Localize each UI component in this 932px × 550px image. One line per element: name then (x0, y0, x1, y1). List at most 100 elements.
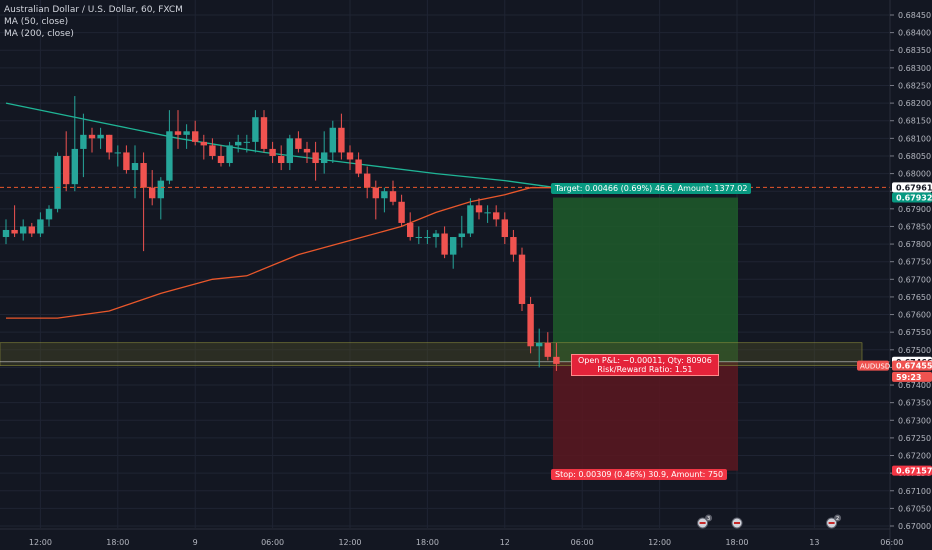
price-tick-label: 0.68200 (898, 99, 931, 108)
candle-body (501, 219, 508, 238)
price-tick-label: 0.67900 (898, 205, 931, 214)
candle-body (71, 148, 78, 185)
price-tick-label: 0.67700 (898, 275, 931, 284)
candle-body (217, 155, 225, 164)
event-marker[interactable]: 3 (697, 514, 713, 529)
candle (97, 127, 104, 149)
candle-body (140, 163, 147, 188)
candle-body (381, 191, 388, 199)
price-tick-label: 0.67500 (898, 346, 931, 355)
candle (321, 131, 328, 174)
event-marker[interactable]: 2 (826, 514, 842, 529)
candle (424, 229, 431, 245)
price-axis[interactable]: 0.68450 0.68400 0.68350 0.68300 0.68250 0.682… (857, 0, 932, 550)
candle (28, 222, 35, 238)
candle-body (97, 134, 104, 139)
price-tick-label: 0.67350 (898, 399, 931, 408)
candle (407, 212, 414, 241)
time-tick-label: 18:00 (416, 538, 439, 547)
candle-body (286, 138, 293, 164)
candle (63, 131, 70, 192)
candle (114, 145, 121, 167)
candle-body (329, 127, 336, 153)
candle-body (192, 131, 199, 142)
symbol-title[interactable]: Australian Dollar / U.S. Dollar, 60, FXC… (4, 5, 183, 15)
symbol-tag-bg (857, 360, 889, 371)
candle-body (63, 155, 70, 185)
candle-body (432, 233, 440, 238)
candle (260, 110, 268, 153)
price-tick-label: 0.68350 (898, 46, 931, 55)
candle-body (278, 155, 285, 164)
chart-legend: Australian Dollar / U.S. Dollar, 60, FXC… (4, 4, 183, 40)
candle (432, 229, 440, 248)
time-tick-label: 12:00 (338, 538, 361, 547)
candle-body (243, 141, 250, 143)
candle-body (536, 342, 543, 347)
candle-body (235, 141, 242, 146)
time-tick-label: 06:00 (261, 538, 284, 547)
price-tick-label: 0.67050 (898, 504, 931, 513)
price-tick-label: 0.67200 (898, 452, 931, 461)
range-band (0, 342, 863, 366)
candle-body (123, 152, 130, 171)
event-count: 3 (707, 516, 710, 522)
open-pnl-box[interactable]: Open P&L: −0.00011, Qty: 80906 Risk/Rewa… (571, 354, 719, 376)
price-tick-label: 0.67250 (898, 434, 931, 443)
candle (338, 113, 345, 160)
price-tick-label: 0.67650 (898, 293, 931, 302)
candle-body (295, 138, 302, 149)
candle-body (11, 229, 18, 234)
candle (475, 198, 483, 220)
price-tick-label: 0.67550 (898, 328, 931, 337)
stop-label: Stop: 0.00309 (0.46%) 30.9, Amount: 750 (551, 469, 728, 480)
candle (458, 215, 465, 248)
price-marker-label: 0.67455 (896, 362, 932, 371)
price-tick-label: 0.67100 (898, 487, 931, 496)
candle (536, 328, 543, 368)
event-count: 2 (836, 516, 839, 522)
candle (149, 170, 156, 206)
ma200-legend[interactable]: MA (200, close) (4, 29, 74, 39)
candle-body (484, 212, 491, 214)
price-axis-bg (890, 0, 932, 550)
time-tick-label: 06:00 (571, 538, 594, 547)
candle (269, 141, 276, 164)
candle-body (28, 226, 35, 234)
price-marker-label: 0.67157 (896, 467, 932, 476)
price-marker: 0.67961 (892, 182, 932, 193)
candle-body (389, 191, 397, 202)
ma200-line (6, 187, 557, 319)
price-marker-bg (892, 371, 932, 382)
stop-zone (553, 361, 738, 471)
candle (553, 342, 560, 371)
candle-body (149, 187, 156, 199)
price-marker-label: 59:23 (896, 373, 921, 382)
candle-body (174, 131, 182, 135)
price-tick-label: 0.68400 (898, 29, 931, 38)
price-tick-label: 0.68450 (898, 11, 931, 20)
time-axis[interactable]: 12:00 18:00 9 06:00 12:00 18:00 12 06:00 12:00 18… (0, 528, 932, 547)
symbol-tag: AUDUSD (860, 363, 890, 371)
candle-body (321, 152, 328, 164)
price-tick-label: 0.67750 (898, 258, 931, 267)
price-marker-bg (892, 465, 932, 476)
ma50-legend[interactable]: MA (50, close) (4, 17, 69, 27)
candle-body (398, 201, 405, 223)
time-tick-label: 12:00 (648, 538, 671, 547)
price-tick-label: 0.67800 (898, 240, 931, 249)
price-tick-label: 0.67300 (898, 416, 931, 425)
candle (157, 177, 164, 220)
candle-body (553, 356, 560, 364)
candle (140, 152, 147, 252)
candle-body (544, 342, 551, 357)
flag-icon (699, 522, 706, 524)
candle (252, 110, 259, 153)
candle (235, 134, 242, 153)
event-marker[interactable] (731, 517, 743, 529)
price-tick-label: 0.68300 (898, 64, 931, 73)
price-tick-label: 0.68150 (898, 117, 931, 126)
price-tick-label: 0.67600 (898, 311, 931, 320)
time-tick-label: 18:00 (106, 538, 129, 547)
